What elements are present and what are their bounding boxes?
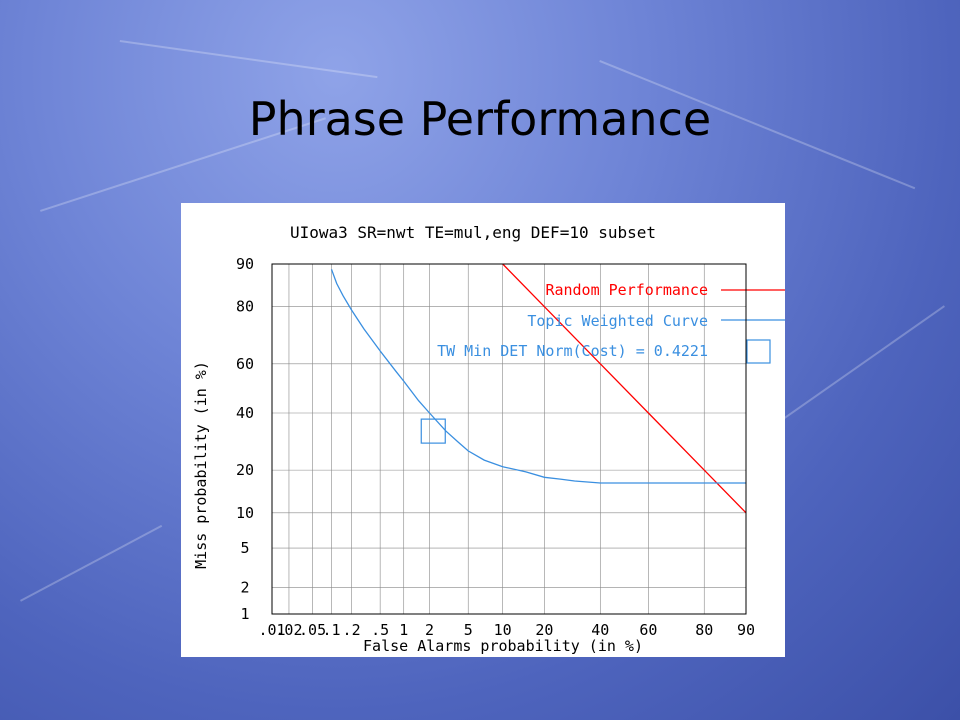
x-tick-label: 80 (695, 621, 713, 639)
x-axis-label: False Alarms probability (in %) (363, 637, 643, 655)
x-tick-label: 60 (639, 621, 657, 639)
x-tick-label: 1 (399, 621, 408, 639)
x-tick-label: .02 (275, 621, 302, 639)
y-tick-label: 90 (236, 255, 254, 273)
y-tick-label: 60 (236, 355, 254, 373)
grid-layer (271, 263, 747, 615)
det-chart: .01.02.05.1.2.5 1 2 5 10 20 40 60 80 901251020406… (192, 223, 785, 655)
min-cost-marker (420, 418, 446, 444)
x-tick-label: .05 (299, 621, 326, 639)
chart-title: UIowa3 SR=nwt TE=mul,eng DEF=10 subset (290, 223, 656, 242)
x-tick-label: .2 (343, 621, 361, 639)
topic-weighted-curve (330, 269, 746, 484)
x-tick-label: .5 (371, 621, 389, 639)
x-tick-label: 90 (737, 621, 755, 639)
series-layer (330, 263, 747, 514)
x-tick-label: 10 (494, 621, 512, 639)
x-tick-label: .1 (323, 621, 341, 639)
x-tick-label: 5 (464, 621, 473, 639)
y-tick-label: 5 (240, 539, 249, 557)
y-tick-label: 10 (236, 504, 254, 522)
x-tick-label: 2 (425, 621, 434, 639)
x-tick-label: 40 (591, 621, 609, 639)
y-tick-label: 20 (236, 461, 254, 479)
random-performance-line (502, 263, 747, 514)
legend-label-curve: Topic Weighted Curve (527, 312, 708, 330)
slide-title: Phrase Performance (248, 92, 712, 146)
y-tick-label: 1 (240, 605, 249, 623)
y-tick-label: 40 (236, 404, 254, 422)
plot-frame (271, 263, 747, 615)
legend-label-random: Random Performance (545, 281, 708, 299)
legend-label-min-cost: TW Min DET Norm(Cost) = 0.4221 (437, 342, 708, 360)
legend: Random Performance Topic Weighted Curve … (437, 281, 785, 364)
det-chart-panel: .01.02.05.1.2.5 1 2 5 10 20 40 60 80 90 1 2 5 10 20 40 6… (181, 203, 785, 657)
y-axis-label: Miss probability (in %) (192, 361, 210, 569)
x-tick-label: 20 (535, 621, 553, 639)
axis-layer: .01.02.05.1.2.5 1 2 5 10 20 40 60 80 901251020406… (236, 255, 755, 639)
legend-box-min-cost (746, 339, 771, 364)
x-tick-label: .01 (258, 621, 285, 639)
y-tick-label: 2 (240, 579, 249, 597)
y-tick-label: 80 (236, 298, 254, 316)
